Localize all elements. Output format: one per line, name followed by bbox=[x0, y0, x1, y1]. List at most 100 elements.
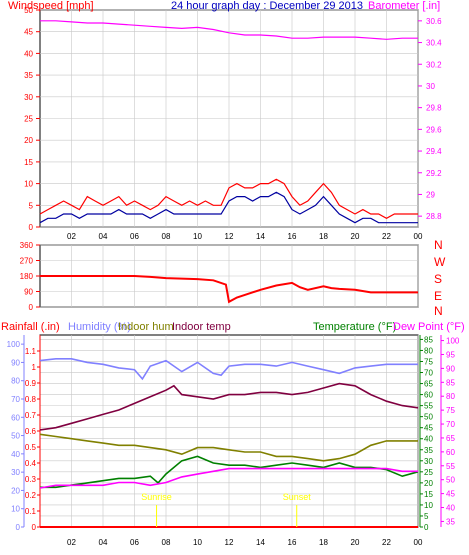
humidity-tick-label: 20 bbox=[11, 486, 20, 495]
direction-tick-label: 270 bbox=[20, 257, 34, 266]
bottom-series-lines bbox=[39, 357, 419, 528]
temperature-tick-label: 10 bbox=[424, 501, 433, 510]
temperature-tick-label: 80 bbox=[424, 346, 433, 355]
windspeed-axis-label: Windspeed [mph] bbox=[8, 0, 94, 12]
top-x-tick-label: 08 bbox=[162, 232, 171, 241]
top-x-tick-label: 06 bbox=[130, 232, 139, 241]
windspeed-tick-label: 30 bbox=[24, 93, 33, 102]
direction-tick-label: 0 bbox=[29, 303, 34, 312]
bottom-x-tick-label: 14 bbox=[256, 538, 265, 547]
bottom-x-tick-label: 10 bbox=[193, 538, 202, 547]
rainfall-tick-label: 0.5 bbox=[25, 443, 37, 452]
top-x-tick-label: 10 bbox=[193, 232, 202, 241]
dew-point-tick-label: 95 bbox=[446, 350, 455, 359]
dew-point-tick-label: 45 bbox=[446, 490, 455, 499]
temperature-tick-label: 65 bbox=[424, 380, 433, 389]
windspeed-tick-label: 5 bbox=[29, 201, 34, 210]
top-x-tick-label: 20 bbox=[351, 232, 360, 241]
humidity-tick-label: 10 bbox=[11, 505, 20, 514]
compass-n-top: N bbox=[434, 238, 443, 252]
humidity-label: Humidity (%) bbox=[68, 321, 131, 333]
barometer-tick-label: 30.4 bbox=[426, 39, 442, 48]
direction-panel: 0 90 180 270 360 N W S E N bbox=[20, 238, 446, 318]
humidity-tick-label: 80 bbox=[11, 377, 20, 386]
barometer-tick-label: 29.2 bbox=[426, 169, 442, 178]
dew-point-tick-label: 40 bbox=[446, 504, 455, 513]
series-windspeed-average bbox=[39, 191, 418, 224]
rainfall-tick-label: 0.8 bbox=[25, 395, 37, 404]
direction-tick-label: 360 bbox=[20, 241, 34, 250]
compass-s: S bbox=[434, 272, 442, 286]
temperature-tick-label: 15 bbox=[424, 490, 433, 499]
dew-point-tick-label: 90 bbox=[446, 364, 455, 373]
windspeed-tick-label: 15 bbox=[24, 158, 33, 167]
series-humidity- bbox=[39, 357, 418, 381]
direction-series-lines bbox=[40, 275, 418, 304]
bottom-x-tick-label: 20 bbox=[351, 538, 360, 547]
barometer-tick-label: 30.6 bbox=[426, 17, 442, 26]
temperature-tick-label: 25 bbox=[424, 468, 433, 477]
bottom-x-tick-label: 08 bbox=[162, 538, 171, 547]
windspeed-tick-label: 10 bbox=[24, 180, 33, 189]
series-wind-direction bbox=[40, 275, 418, 304]
humidity-tick-label: 90 bbox=[11, 358, 20, 367]
bottom-x-tick-label: 16 bbox=[288, 538, 297, 547]
barometer-tick-label: 29 bbox=[426, 190, 435, 199]
temperature-tick-label: 40 bbox=[424, 435, 433, 444]
temperature-tick-label: 45 bbox=[424, 424, 433, 433]
temperature-tick-label: 50 bbox=[424, 413, 433, 422]
bottom-panel: 0 0.1 0.2 0.3 0.4 0.5 0.6 0.7 0.8 0.9 1 1.1 0 10 20 30 4… bbox=[1, 321, 465, 547]
barometer-tick-label: 30.2 bbox=[426, 60, 442, 69]
top-x-tick-label: 22 bbox=[382, 232, 391, 241]
dew-point-tick-label: 55 bbox=[446, 462, 455, 471]
temperature-label: Temperature (°F) bbox=[313, 321, 396, 333]
bottom-x-tick-label: 00 bbox=[414, 538, 423, 547]
humidity-tick-label: 0 bbox=[16, 523, 21, 532]
top-x-tick-label: 04 bbox=[99, 232, 108, 241]
top-x-tick-label: 02 bbox=[67, 232, 76, 241]
series-dew-point-f- bbox=[39, 467, 418, 489]
chart-title: 24 hour graph day : December 29 2013 bbox=[171, 0, 363, 12]
top-right-axis: 28.8 29 29.2 29.4 29.6 29.8 30 30.2 30.4 30.6 bbox=[418, 17, 442, 221]
temperature-tick-label: 55 bbox=[424, 402, 433, 411]
rainfall-tick-label: 0.7 bbox=[25, 411, 37, 420]
barometer-tick-label: 30 bbox=[426, 82, 435, 91]
dew-point-tick-label: 35 bbox=[446, 517, 455, 526]
sunset-label: Sunset bbox=[283, 492, 312, 502]
bottom-x-tick-label: 18 bbox=[319, 538, 328, 547]
top-x-tick-label: 12 bbox=[225, 232, 234, 241]
humidity-tick-label: 50 bbox=[11, 432, 20, 441]
windspeed-tick-label: 35 bbox=[24, 71, 33, 80]
windspeed-tick-label: 25 bbox=[24, 115, 33, 124]
dew-point-tick-label: 80 bbox=[446, 392, 455, 401]
rainfall-tick-label: 1 bbox=[32, 363, 37, 372]
top-left-axis: 0 5 10 15 20 25 30 35 40 45 50 bbox=[24, 6, 40, 232]
bottom-x-tick-label: 04 bbox=[99, 538, 108, 547]
humidity-tick-label: 60 bbox=[11, 413, 20, 422]
top-x-tick-label: 18 bbox=[319, 232, 328, 241]
series-windspeed-gust bbox=[39, 178, 418, 219]
bottom-x-tick-label: 06 bbox=[130, 538, 139, 547]
bottom-x-tick-label: 02 bbox=[67, 538, 76, 547]
top-x-axis: 02 04 06 08 10 12 14 16 18 20 22 00 bbox=[67, 232, 423, 241]
sunrise-label: Sunrise bbox=[141, 492, 172, 502]
dew-point-tick-label: 50 bbox=[446, 476, 455, 485]
windspeed-tick-label: 40 bbox=[24, 49, 33, 58]
series-barometer bbox=[40, 20, 418, 40]
barometer-axis-label: Barometer [.in] bbox=[368, 0, 440, 12]
barometer-tick-label: 29.8 bbox=[426, 104, 442, 113]
bottom-x-tick-label: 12 bbox=[225, 538, 234, 547]
rainfall-tick-label: 0.4 bbox=[25, 459, 37, 468]
dew-point-tick-label: 70 bbox=[446, 420, 455, 429]
bottom-x-tick-label: 22 bbox=[382, 538, 391, 547]
dew-point-tick-label: 65 bbox=[446, 434, 455, 443]
temperature-tick-label: 30 bbox=[424, 457, 433, 466]
rainfall-tick-label: 1.1 bbox=[25, 347, 37, 356]
humidity-tick-label: 40 bbox=[11, 450, 20, 459]
rainfall-tick-label: 0.6 bbox=[25, 427, 37, 436]
rainfall-tick-label: 0.3 bbox=[25, 475, 37, 484]
humidity-tick-label: 70 bbox=[11, 395, 20, 404]
